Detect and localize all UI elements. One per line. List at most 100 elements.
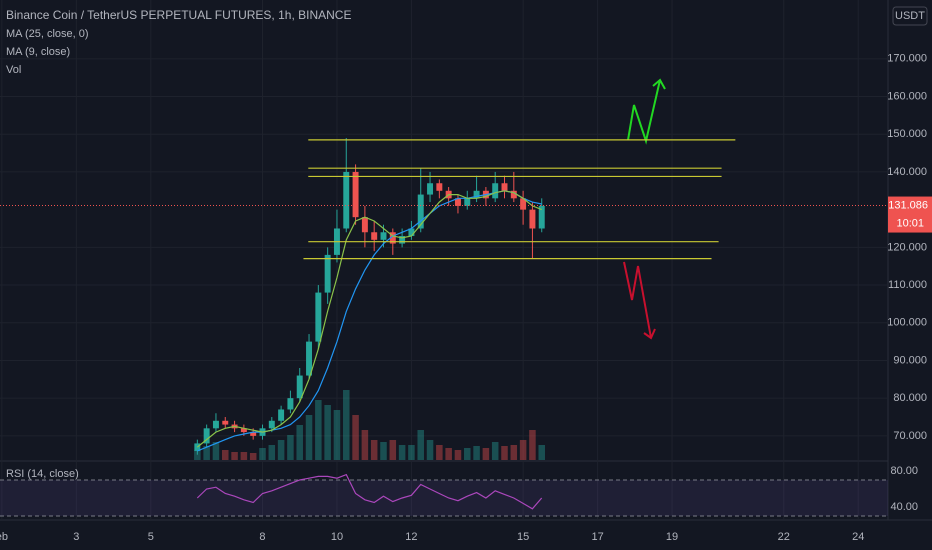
volume-bar	[529, 430, 536, 460]
candle-body	[408, 228, 415, 237]
y-tick-label: 80.000	[893, 392, 927, 404]
volume-bar	[417, 430, 424, 460]
y-tick-label: 70.000	[893, 430, 927, 442]
volume-bar	[380, 442, 387, 460]
volume-bar	[352, 415, 359, 460]
volume-bar	[240, 452, 248, 460]
volume-bar	[389, 440, 397, 460]
y-tick-label: 160.000	[887, 90, 927, 102]
candle-body	[306, 341, 313, 376]
volume-bar	[482, 448, 490, 460]
down-arrowhead	[643, 328, 656, 340]
volume-bar	[203, 446, 210, 460]
rsi-tick-label: 40.00	[890, 501, 918, 513]
volume-bar	[361, 430, 369, 460]
candle-body	[343, 171, 350, 229]
candle-body	[399, 236, 406, 244]
volume-bar	[473, 446, 480, 460]
volume-bar	[538, 445, 545, 460]
candle-body	[278, 409, 285, 421]
x-tick-label: 5	[148, 531, 154, 543]
x-tick-label: 15	[517, 531, 529, 543]
volume-bar	[287, 435, 294, 460]
candle-body	[361, 217, 368, 233]
candle-body	[203, 428, 210, 444]
volume-bar	[268, 445, 276, 460]
candle-body	[529, 209, 536, 229]
volume-bar	[296, 425, 303, 460]
candle-body	[315, 292, 322, 342]
x-tick-label: 3	[73, 531, 79, 543]
legend-entry: MA (9, close)	[6, 46, 70, 58]
candle-body	[389, 232, 396, 244]
candle-body	[427, 183, 434, 195]
last-price-box	[888, 196, 932, 233]
volume-bar	[408, 445, 415, 460]
volume-bar	[454, 450, 462, 460]
x-tick-label: 17	[591, 531, 603, 543]
candle-body	[417, 194, 424, 229]
volume-bar	[519, 440, 527, 460]
candle-body	[538, 205, 545, 229]
ma-line	[196, 190, 542, 448]
up-arrowhead	[652, 78, 666, 90]
volume-bar	[445, 448, 452, 460]
candle-body	[287, 398, 294, 410]
volume-bar	[343, 390, 350, 460]
volume-bar	[370, 440, 378, 460]
overlay	[0, 139, 888, 260]
x-tick-label: 8	[259, 531, 265, 543]
candle-body	[324, 254, 331, 293]
last-price-label: 131.086	[888, 199, 928, 211]
volume-bar	[222, 450, 229, 460]
legend-entry: Vol	[6, 64, 21, 76]
volume-bar	[315, 400, 322, 460]
candle-body	[464, 198, 471, 206]
candle-body	[436, 183, 443, 191]
candle-body	[352, 171, 359, 218]
y-tick-label: 140.000	[887, 166, 927, 178]
candle-body	[473, 190, 480, 199]
candle-body	[371, 232, 378, 240]
candle-body	[380, 232, 387, 240]
x-tick-label: 12	[405, 531, 417, 543]
volume-bar	[324, 405, 331, 460]
volume-bar	[426, 440, 434, 460]
candle-body	[240, 428, 247, 433]
grid	[0, 0, 888, 520]
volume-bar	[212, 442, 220, 460]
candle-body	[454, 198, 461, 206]
candle-body	[222, 420, 229, 425]
rsi-band	[0, 480, 888, 517]
volume-bar	[305, 415, 313, 460]
volume-bar	[491, 442, 499, 460]
x-tick-label: 24	[852, 531, 864, 543]
volume-bar	[510, 445, 518, 460]
volume-bar	[501, 446, 508, 460]
legend-entry: MA (25, close, 0)	[6, 28, 89, 40]
volume-bar	[249, 453, 257, 460]
ma-line	[197, 190, 542, 452]
candle-body	[501, 183, 508, 191]
volume-bar	[333, 410, 341, 460]
candle-body	[268, 420, 275, 429]
volume-bar	[436, 445, 443, 460]
currency-label[interactable]: USDT	[895, 10, 925, 22]
x-tick-label: 10	[331, 531, 343, 543]
rsi-line	[196, 473, 543, 510]
volume-bar	[464, 448, 471, 460]
countdown-label: 10:01	[896, 217, 924, 229]
volume-bar	[259, 448, 266, 460]
x-tick-label: 22	[778, 531, 790, 543]
candle-body	[212, 420, 219, 429]
y-tick-label: 110.000	[888, 279, 927, 291]
volume-bar	[277, 440, 285, 460]
volume-bar	[194, 450, 201, 460]
currency-button[interactable]	[892, 6, 928, 26]
down-arrow	[623, 261, 652, 339]
y-tick-label: 170.000	[887, 53, 927, 65]
plot	[194, 138, 545, 510]
